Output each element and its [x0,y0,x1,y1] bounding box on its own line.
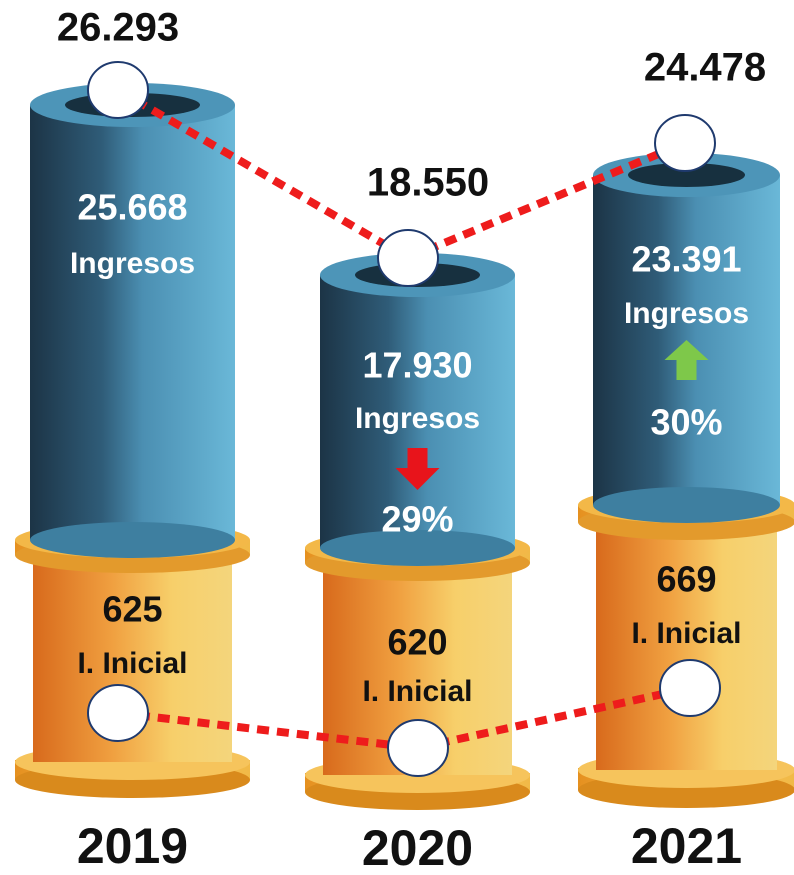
marker-circle [655,115,715,171]
change-percent: 29% [381,499,453,540]
ingresos-value: 25.668 [77,187,187,228]
inicial-label: I. Inicial [631,617,741,650]
blue-bottom [593,487,780,523]
marker-circle [88,685,148,741]
ingresos-label: Ingresos [70,247,195,280]
infographic: 26.293 25.668 Ingresos 625 I. Inicial 2019 18.… [0,0,794,875]
total-value: 26.293 [57,6,179,50]
blue-bottom [30,522,235,558]
inicial-value: 669 [656,559,716,600]
marker-circle [388,720,448,776]
ingresos-label: Ingresos [624,297,749,330]
total-value: 24.478 [644,46,766,90]
marker-circle [378,230,438,286]
marker-circle [88,62,148,118]
year: 2020 [362,820,473,875]
ingresos-label: Ingresos [355,402,480,435]
inicial-label: I. Inicial [77,647,187,680]
inicial-value: 620 [387,622,447,663]
year: 2019 [77,818,188,874]
year: 2021 [631,818,742,874]
marker-circle [660,660,720,716]
total-value: 18.550 [367,161,489,205]
ingresos-value: 17.930 [362,345,472,386]
inicial-label: I. Inicial [362,675,472,708]
change-percent: 30% [650,402,722,443]
blue-body [30,105,235,540]
ingresos-value: 23.391 [631,239,741,280]
inicial-value: 625 [102,589,162,630]
